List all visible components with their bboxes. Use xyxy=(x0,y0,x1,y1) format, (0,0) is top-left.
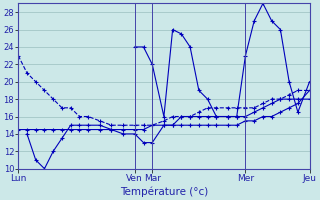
X-axis label: Température (°c): Température (°c) xyxy=(120,186,208,197)
